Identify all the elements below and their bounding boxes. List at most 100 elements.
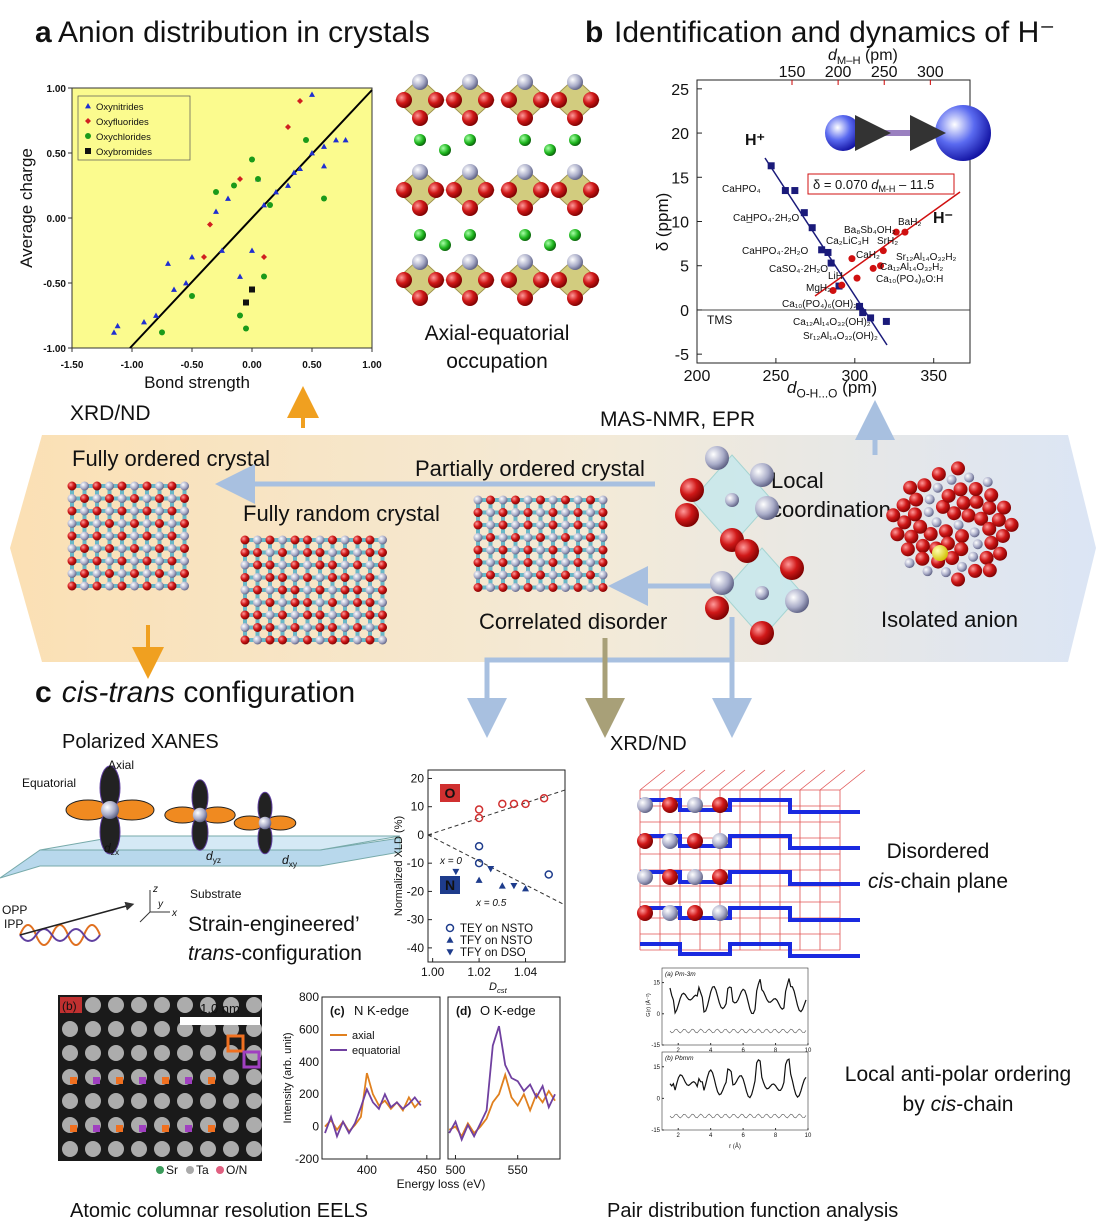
x-axis-label-part: cst <box>497 986 508 995</box>
atom <box>499 583 508 592</box>
y-tick-label: 20 <box>671 126 689 143</box>
atom <box>511 583 520 592</box>
atom <box>992 513 1006 527</box>
y-tick-label: 0 <box>312 1120 319 1134</box>
atom-column <box>85 1045 101 1061</box>
atom <box>780 556 804 580</box>
atom <box>353 536 362 545</box>
atom-column <box>85 997 101 1013</box>
site <box>139 1125 146 1132</box>
atom <box>599 521 608 530</box>
legend-dot <box>186 1166 194 1174</box>
atom <box>241 598 250 607</box>
atom <box>168 532 177 541</box>
atom <box>478 182 494 198</box>
y-tick-label: -15 <box>651 1128 660 1134</box>
site <box>93 1125 100 1132</box>
atom <box>105 569 114 578</box>
atom <box>266 548 275 557</box>
atom <box>939 524 953 538</box>
atom <box>750 621 774 645</box>
atom <box>241 586 250 595</box>
grid <box>780 770 805 790</box>
atom <box>266 573 275 582</box>
y-tick-label: -200 <box>295 1152 319 1166</box>
atom <box>705 596 729 620</box>
y-tick-label: 5 <box>680 259 689 276</box>
y-tick-label: 10 <box>411 800 425 814</box>
atom <box>462 110 478 126</box>
marker <box>856 303 863 310</box>
atom <box>316 573 325 582</box>
atom <box>962 509 976 523</box>
x2-tick-label: 150 <box>779 64 806 81</box>
atom <box>499 496 508 505</box>
atom <box>662 905 678 921</box>
atom <box>118 582 127 591</box>
atom <box>511 508 520 517</box>
atom <box>462 164 478 180</box>
atom <box>983 563 997 577</box>
atom <box>266 611 275 620</box>
y-tick-label: -40 <box>407 941 425 955</box>
atom <box>412 254 428 270</box>
atom <box>551 272 567 288</box>
atom <box>328 623 337 632</box>
legend-label: TEY on NSTO <box>460 923 533 935</box>
atom <box>303 548 312 557</box>
y-tick-label: 10 <box>671 215 689 232</box>
atom <box>933 483 943 493</box>
atom <box>474 533 483 542</box>
grid <box>840 770 865 790</box>
atom <box>954 520 964 530</box>
atom <box>130 532 139 541</box>
atom <box>462 200 478 216</box>
atom <box>278 611 287 620</box>
atom <box>105 507 114 516</box>
reference-label: TMS <box>707 313 732 327</box>
marker <box>883 318 890 325</box>
atom-column <box>223 1141 239 1157</box>
marker <box>824 249 831 256</box>
caption: Atomic columnar resolution EELS <box>70 1200 368 1222</box>
atom-column <box>200 1141 216 1157</box>
compound-label: CaHPO₄ <box>722 184 761 195</box>
atom <box>637 869 653 885</box>
atom <box>396 182 412 198</box>
atom <box>586 496 595 505</box>
caption: trans-configuration <box>188 942 362 965</box>
atom <box>549 533 558 542</box>
marker <box>261 274 267 280</box>
band-label: Fully random crystal <box>243 501 440 526</box>
band-label: Isolated anion <box>881 607 1018 632</box>
atom <box>511 521 520 530</box>
y-axis-label: Normalized XLD (%) <box>393 816 405 916</box>
atom <box>130 544 139 553</box>
atom <box>291 598 300 607</box>
atom <box>68 544 77 553</box>
site <box>93 1077 100 1084</box>
atom <box>533 272 549 288</box>
marker <box>85 133 91 139</box>
marker <box>880 247 887 254</box>
atom <box>567 164 583 180</box>
atom <box>462 254 478 270</box>
x-tick-label: 500 <box>445 1163 465 1177</box>
atom <box>583 272 599 288</box>
atom <box>499 558 508 567</box>
atom-column <box>177 1093 193 1109</box>
x-axis-label: Energy loss (eV) <box>397 1177 486 1191</box>
atom <box>890 527 904 541</box>
atom <box>536 508 545 517</box>
atom <box>328 536 337 545</box>
x-tick-label: 8 <box>774 1133 778 1139</box>
atom <box>569 134 581 146</box>
atom <box>266 561 275 570</box>
atom <box>428 272 444 288</box>
atom <box>755 586 769 600</box>
atom <box>378 598 387 607</box>
atom <box>378 636 387 645</box>
atom <box>486 558 495 567</box>
atom-column <box>108 997 124 1013</box>
atom <box>903 481 917 495</box>
